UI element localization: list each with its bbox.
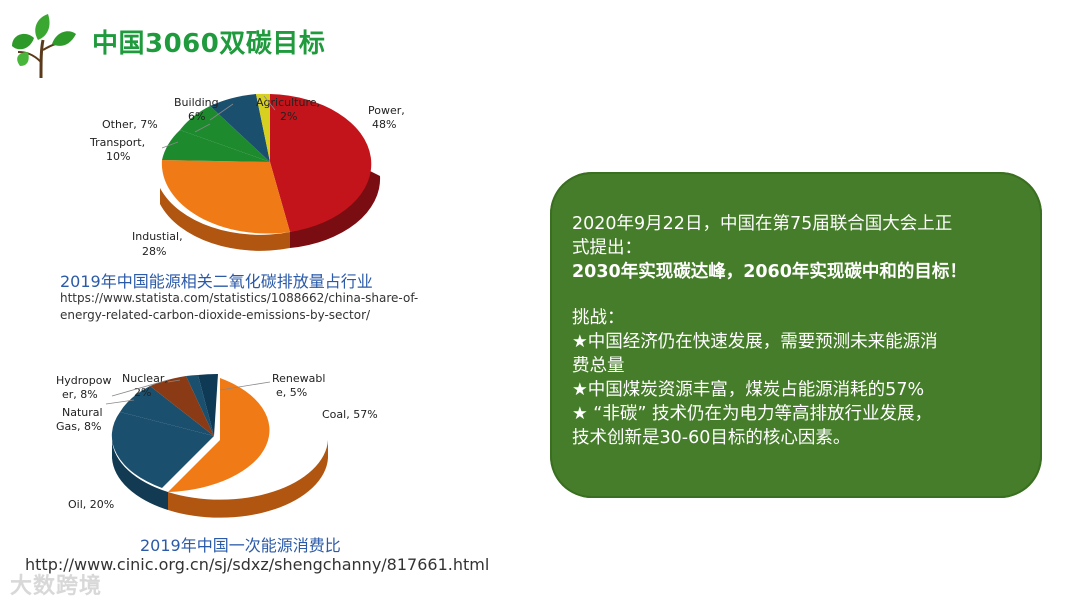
top-chart-source: https://www.statista.com/statistics/1088… bbox=[60, 290, 440, 324]
label-coal: Coal, 57% bbox=[322, 408, 378, 421]
bottom-chart-caption: 2019年中国一次能源消费比 bbox=[140, 536, 341, 555]
leader-lines-bottom bbox=[105, 379, 271, 405]
pie-slice-coal bbox=[168, 378, 270, 492]
label-transport-2: 10% bbox=[106, 150, 130, 163]
sector-emissions-pie-chart: Power, 48% Industial, 28% Transport, 10%… bbox=[89, 93, 405, 258]
label-building-2: 6% bbox=[188, 110, 205, 123]
panel-challenge-1a: ★中国经济仍在快速发展，需要预测未来能源消 bbox=[572, 332, 938, 352]
panel-challenge-3b: 技术创新是30-60目标的核心因素。 bbox=[572, 428, 851, 448]
pie-slice-power bbox=[270, 94, 372, 232]
label-power-2: 48% bbox=[372, 118, 396, 131]
pie-side-coal bbox=[168, 440, 328, 518]
watermark: 大数跨境 bbox=[10, 574, 103, 599]
pie-slice-renewable bbox=[198, 373, 218, 436]
pie-3d-body bbox=[160, 93, 381, 251]
label-industrial-1: Industial, bbox=[132, 230, 183, 243]
pie-slice-industrial bbox=[161, 160, 290, 234]
label-oil: Oil, 20% bbox=[68, 498, 114, 511]
panel-goal-statement: 2030年实现碳达峰，2060年实现碳中和的目标！ bbox=[572, 262, 967, 282]
label-other: Other, 7% bbox=[102, 118, 158, 131]
label-power-1: Power, bbox=[368, 104, 405, 117]
pie-slice-nuclear bbox=[186, 375, 214, 436]
panel-line-1: 2020年9月22日，中国在第75届联合国大会上正 bbox=[572, 214, 953, 234]
panel-text: 2020年9月22日，中国在第75届联合国大会上正 式提出： 2030年实现碳达… bbox=[572, 212, 1022, 450]
panel-challenge-1b: 费总量 bbox=[572, 356, 625, 376]
header: 中国3060双碳目标 bbox=[0, 0, 1080, 80]
bottom-chart-source: http://www.cinic.org.cn/sj/sdxz/shengcha… bbox=[25, 555, 490, 574]
panel-gap bbox=[572, 284, 1022, 306]
label-hydro-2: er, 8% bbox=[62, 388, 98, 401]
top-chart-source-line-2: energy-related-carbon-dioxide-emissions-… bbox=[60, 308, 371, 322]
panel-challenge-2: ★中国煤炭资源丰富，煤炭占能源消耗的57% bbox=[572, 380, 925, 400]
label-nuclear-1: Nuclear, bbox=[122, 372, 168, 385]
pie-slice-building bbox=[210, 94, 270, 162]
top-chart-source-line-1: https://www.statista.com/statistics/1088… bbox=[60, 291, 419, 305]
label-industrial-2: 28% bbox=[142, 245, 166, 258]
label-renewable-2: e, 5% bbox=[276, 386, 307, 399]
panel-challenge-title: 挑战： bbox=[572, 308, 625, 328]
page-title: 中国3060双碳目标 bbox=[92, 29, 326, 59]
pie-slice-oil bbox=[111, 412, 214, 488]
panel-line-2: 式提出： bbox=[572, 238, 642, 258]
label-transport-1: Transport, bbox=[89, 136, 145, 149]
energy-consumption-pie-chart: Coal, 57% Oil, 20% Natural Gas, 8% Hydro… bbox=[56, 372, 378, 518]
leader-lines bbox=[161, 95, 276, 149]
carbon-goal-panel: 2020年9月22日，中国在第75届联合国大会上正 式提出： 2030年实现碳达… bbox=[550, 172, 1042, 498]
leaf-logo-icon bbox=[12, 14, 76, 79]
pie-slice-transport bbox=[162, 130, 270, 162]
top-chart-caption: 2019年中国能源相关二氧化碳排放量占行业 bbox=[60, 272, 373, 291]
label-gas-2: Gas, 8% bbox=[56, 420, 101, 433]
label-agriculture-2: 2% bbox=[280, 110, 297, 123]
pie-slice-other bbox=[180, 106, 270, 162]
label-renewable-1: Renewabl bbox=[272, 372, 325, 385]
pie-slice-hydro bbox=[150, 376, 214, 436]
pie-3d-body-bottom bbox=[111, 373, 328, 518]
label-gas-1: Natural bbox=[62, 406, 103, 419]
pie-side-oil bbox=[112, 440, 168, 510]
panel-challenge-3a: ★ “非碳” 技术仍在为电力等高排放行业发展， bbox=[572, 404, 932, 424]
pie-slice-gas bbox=[120, 386, 214, 436]
label-building-1: Building bbox=[174, 96, 219, 109]
pie-side-industrial bbox=[160, 188, 290, 251]
label-nuclear-2: 2% bbox=[134, 386, 151, 399]
pie-slice-agriculture bbox=[256, 93, 270, 162]
label-hydro-1: Hydropow bbox=[56, 374, 111, 387]
